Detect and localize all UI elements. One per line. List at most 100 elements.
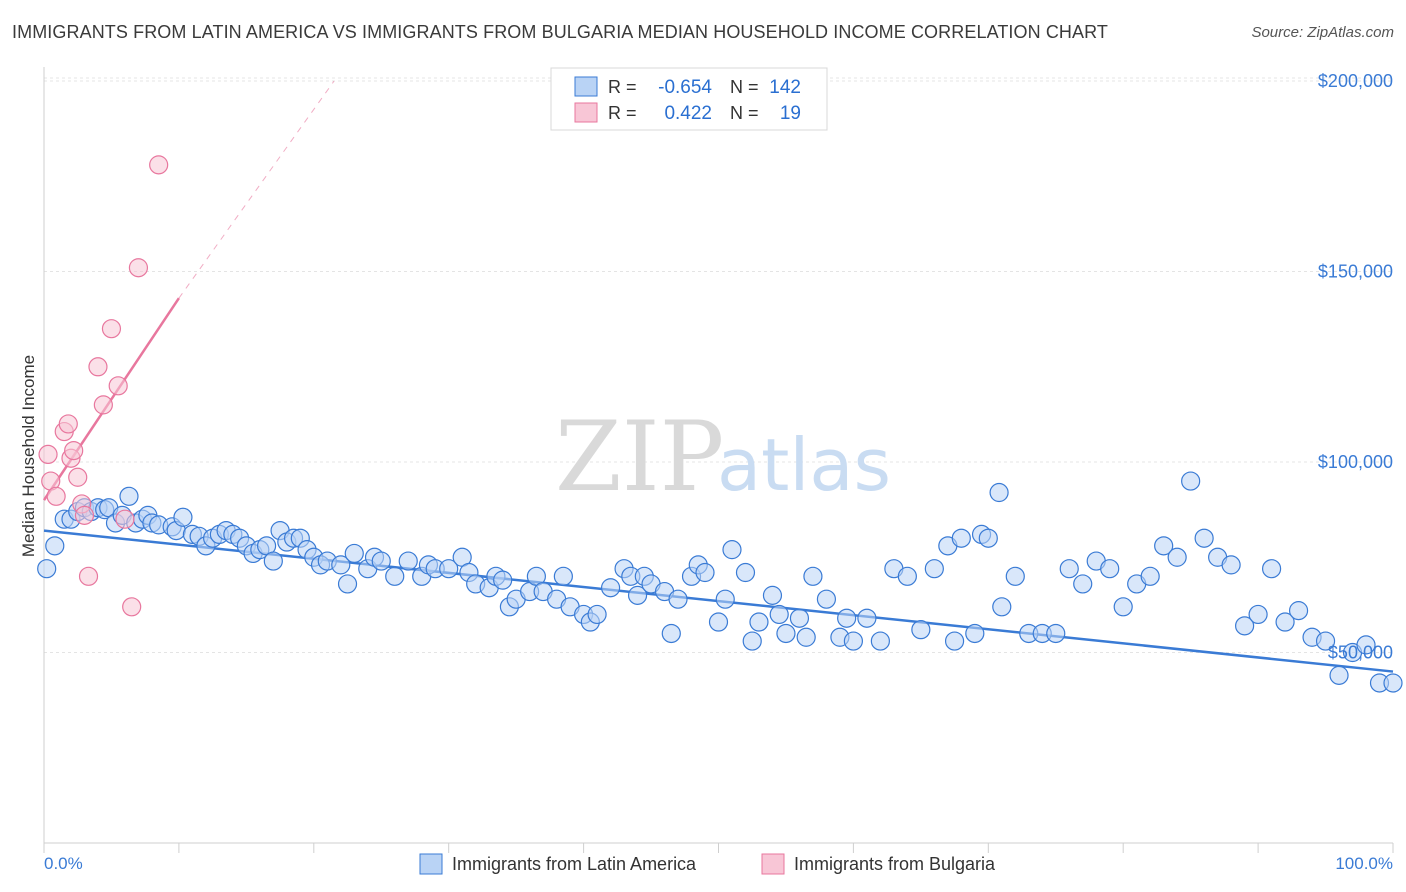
point-bulgaria-15 (115, 509, 135, 529)
point-latin-america-93 (803, 566, 823, 586)
point-latin-america-47 (371, 551, 391, 571)
legend-swatch-pink (574, 102, 598, 123)
bottom-legend-label-1: Immigrants from Latin America (452, 854, 697, 874)
point-latin-america-82 (695, 562, 715, 583)
point-latin-america-66 (553, 566, 573, 586)
point-latin-america-124 (1181, 471, 1201, 491)
legend-r-value-2: 0.422 (664, 103, 712, 124)
point-latin-america-94 (816, 589, 837, 609)
point-latin-america-106 (951, 528, 971, 548)
point-latin-america-0 (37, 559, 57, 579)
point-bulgaria-13 (101, 319, 122, 339)
y-tick-label-0: $50,000 (1328, 643, 1393, 663)
point-latin-america-48 (385, 566, 405, 586)
point-latin-america-53 (439, 559, 459, 579)
point-latin-america-118 (1100, 559, 1120, 579)
point-latin-america-107 (965, 623, 985, 644)
y-axis-title: Median Household Income (19, 355, 38, 557)
point-latin-america-99 (870, 631, 890, 651)
point-latin-america-121 (1140, 566, 1160, 586)
point-bulgaria-4 (58, 414, 78, 434)
point-bulgaria-14 (108, 376, 128, 396)
point-latin-america-88 (749, 612, 769, 632)
point-latin-america-140 (989, 482, 1009, 503)
point-latin-america-127 (1221, 555, 1241, 575)
legend-r-value-1: -0.654 (658, 77, 712, 98)
point-latin-america-44 (344, 543, 364, 564)
legend-n-label-1: N = (730, 77, 759, 97)
point-latin-america-33 (263, 551, 283, 571)
point-latin-america-91 (776, 623, 796, 644)
legend-n-value-2: 19 (780, 103, 801, 124)
point-bulgaria-6 (64, 440, 84, 461)
legend-r-label-2: R = (608, 103, 637, 123)
point-latin-america-122 (1154, 536, 1174, 556)
point-latin-america-85 (722, 540, 742, 560)
x-tick-max: 100.0% (1335, 854, 1393, 873)
bottom-legend-swatch-pink (761, 853, 785, 875)
point-bulgaria-2 (46, 486, 66, 506)
point-latin-america-132 (1288, 601, 1309, 621)
y-tick-label-1: $100,000 (1318, 452, 1393, 472)
point-latin-america-111 (1005, 566, 1025, 586)
legend-n-label-2: N = (730, 103, 759, 123)
point-latin-america-109 (978, 528, 998, 548)
point-latin-america-20 (173, 507, 193, 527)
point-latin-america-135 (1329, 665, 1349, 685)
point-latin-america-105 (944, 631, 965, 651)
legend-swatch-blue (574, 76, 598, 97)
point-latin-america-123 (1167, 547, 1187, 567)
point-latin-america-59 (493, 570, 513, 590)
point-latin-america-134 (1315, 631, 1336, 651)
grid-lines (44, 77, 1393, 654)
point-latin-america-119 (1113, 597, 1133, 617)
y-tick-labels: $50,000 $100,000 $150,000 $200,000 (1318, 71, 1393, 662)
point-latin-america-87 (742, 631, 762, 651)
point-latin-america-71 (600, 578, 621, 598)
source-credit: Source: ZipAtlas.com (1251, 24, 1394, 41)
point-latin-america-1 (45, 536, 65, 556)
point-latin-america-49 (398, 551, 418, 571)
point-latin-america-128 (1235, 616, 1255, 636)
legend-n-value-1: 142 (769, 77, 801, 98)
trend-line-bulgaria-extension (178, 80, 335, 299)
chart-title: IMMIGRANTS FROM LATIN AMERICA VS IMMIGRA… (12, 22, 1109, 42)
point-latin-america-96 (837, 608, 857, 628)
point-latin-america-141 (796, 627, 816, 647)
point-bulgaria-12 (93, 395, 113, 415)
point-latin-america-130 (1261, 559, 1282, 579)
y-tick-label-3: $200,000 (1318, 71, 1393, 91)
point-bulgaria-9 (74, 505, 95, 525)
point-latin-america-110 (992, 597, 1012, 617)
series-legend: Immigrants from Latin America Immigrants… (419, 853, 996, 875)
point-latin-america-129 (1248, 604, 1268, 625)
point-bulgaria-0 (38, 444, 58, 465)
point-latin-america-84 (715, 589, 735, 609)
point-latin-america-115 (1059, 559, 1079, 579)
point-latin-america-83 (708, 612, 729, 632)
point-latin-america-137 (1356, 635, 1376, 655)
watermark-atlas: atlas (717, 423, 891, 507)
trend-lines (42, 80, 1394, 673)
y-tick-label-2: $150,000 (1318, 262, 1393, 282)
stats-legend: R = -0.654 N = 142 R = 0.422 N = 19 (550, 67, 828, 131)
point-latin-america-89 (762, 585, 783, 605)
point-latin-america-12 (119, 486, 139, 506)
point-latin-america-70 (587, 604, 607, 625)
point-bulgaria-18 (149, 155, 169, 175)
point-latin-america-114 (1046, 623, 1066, 644)
point-latin-america-139 (1383, 673, 1403, 693)
point-latin-america-86 (735, 562, 756, 583)
point-latin-america-102 (911, 620, 931, 640)
bottom-legend-label-2: Immigrants from Bulgaria (794, 854, 996, 874)
point-latin-america-98 (857, 608, 877, 628)
point-bulgaria-7 (68, 467, 88, 487)
point-latin-america-101 (897, 566, 917, 586)
point-latin-america-43 (337, 574, 358, 594)
point-latin-america-97 (843, 631, 864, 651)
point-latin-america-90 (769, 604, 789, 625)
point-latin-america-92 (789, 608, 810, 628)
point-latin-america-79 (668, 589, 688, 609)
point-bulgaria-17 (128, 258, 149, 278)
